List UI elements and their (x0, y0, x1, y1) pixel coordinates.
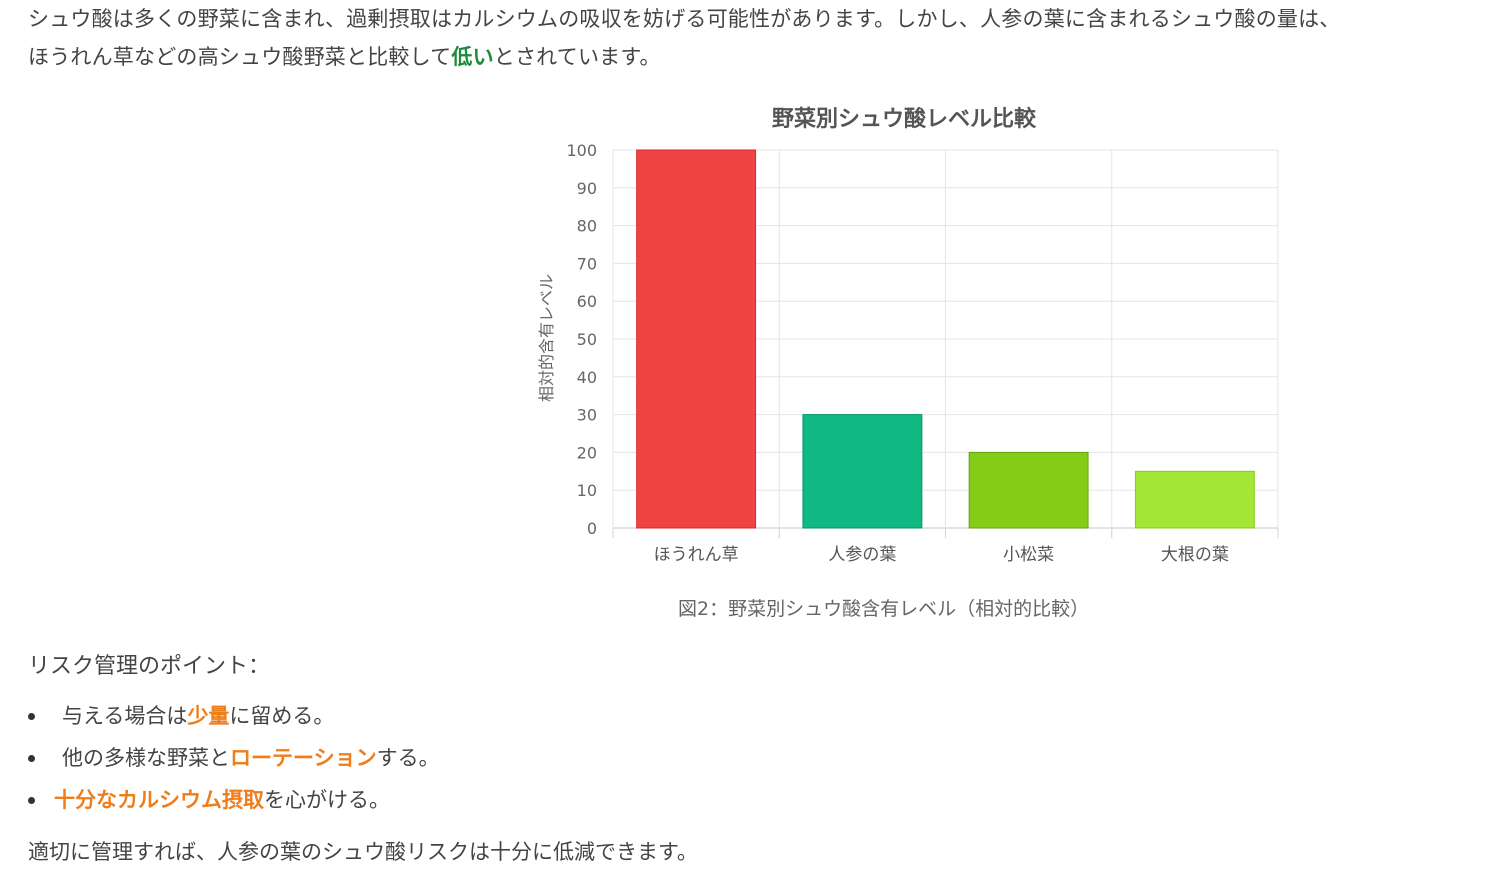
y-tick-label: 30 (577, 406, 597, 425)
intro-line-2-end: とされています。 (493, 45, 661, 69)
x-tick-label: 小松菜 (1003, 545, 1054, 562)
list-item: 十分なカルシウム摂取を心がける。 (28, 779, 440, 821)
bar (636, 149, 757, 529)
list-item: 他の多様な野菜とローテーションする。 (28, 737, 440, 779)
y-tick-label: 50 (577, 330, 597, 349)
list-item-text-end: を心がける。 (264, 788, 390, 812)
x-tick-label: 大根の葉 (1161, 545, 1229, 562)
figure-caption: 図2：野菜別シュウ酸含有レベル（相対的比較） (678, 598, 1090, 620)
x-tick-label: ほうれん草 (654, 545, 739, 562)
chart-title: 野菜別シュウ酸レベル比較 (772, 106, 1037, 132)
bullet-icon (28, 797, 35, 804)
y-tick-label: 60 (577, 292, 597, 311)
bullet-icon (28, 755, 35, 762)
list-item: 与える場合は少量に留める。 (28, 695, 440, 737)
bar (802, 414, 923, 529)
list-item-text: 与える場合は (62, 704, 188, 728)
risk-list: 与える場合は少量に留める。 他の多様な野菜とローテーションする。 十分なカルシウ… (28, 695, 440, 821)
intro-paragraph: シュウ酸は多くの野菜に含まれ、過剰摂取はカルシウムの吸収を妨げる可能性があります… (28, 0, 1508, 76)
list-item-text-end: する。 (376, 746, 440, 770)
intro-line-2: ほうれん草などの高シュウ酸野菜と比較して低いとされています。 (28, 38, 1508, 76)
y-tick-label: 40 (577, 368, 597, 387)
y-axis-label: 相対的含有レベル (537, 274, 556, 402)
chart-bars (636, 149, 1255, 529)
oxalate-bar-chart: 野菜別シュウ酸レベル比較 0 10 20 30 40 50 60 70 80 90 100 ほうれん… (537, 106, 1279, 562)
y-tick-label: 20 (577, 443, 597, 462)
bullet-icon (28, 713, 35, 720)
intro-line-2-text: ほうれん草などの高シュウ酸野菜と比較して (28, 45, 452, 69)
y-axis-ticks: 0 10 20 30 40 50 60 70 80 90 100 (566, 141, 597, 538)
y-tick-label: 70 (577, 254, 597, 273)
list-item-highlight: 十分なカルシウム摂取 (54, 788, 264, 812)
y-tick-label: 90 (577, 179, 597, 198)
x-axis-ticks: ほうれん草 人参の葉 小松菜 大根の葉 (654, 545, 1229, 562)
list-item-text-end: に留める。 (229, 704, 335, 728)
list-item-highlight: ローテーション (230, 746, 377, 770)
bar (968, 451, 1089, 529)
bar (1134, 470, 1255, 529)
y-tick-label: 100 (566, 141, 597, 160)
list-item-text: 他の多様な野菜と (62, 746, 230, 770)
intro-line-1: シュウ酸は多くの野菜に含まれ、過剰摂取はカルシウムの吸収を妨げる可能性があります… (28, 7, 1341, 31)
y-tick-label: 10 (577, 481, 597, 500)
list-item-highlight: 少量 (187, 704, 230, 728)
y-tick-label: 80 (577, 217, 597, 236)
risk-heading: リスク管理のポイント： (28, 654, 271, 679)
intro-highlight-low: 低い (451, 45, 494, 69)
x-tick-label: 人参の葉 (828, 545, 896, 562)
y-tick-label: 0 (587, 519, 597, 538)
conclusion-paragraph: 適切に管理すれば、人参の葉のシュウ酸リスクは十分に低減できます。 (28, 840, 698, 864)
